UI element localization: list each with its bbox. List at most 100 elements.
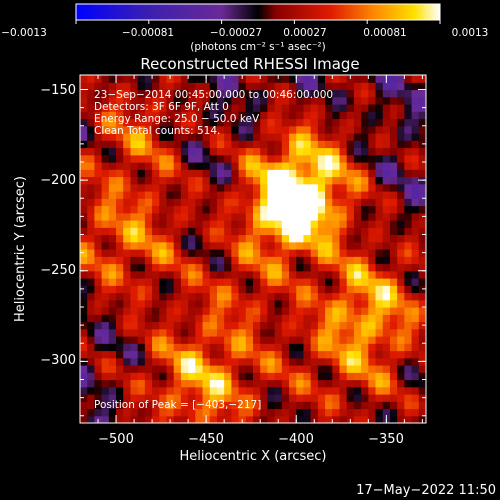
heatmap-cell <box>260 372 269 381</box>
heatmap-cell <box>317 270 326 279</box>
heatmap-cell <box>123 394 132 402</box>
heatmap-cell <box>144 220 153 228</box>
heatmap-cell <box>361 256 369 265</box>
heatmap-cell <box>253 307 261 315</box>
heatmap-cell <box>389 379 398 388</box>
heatmap-cell <box>317 212 326 221</box>
heatmap-cell <box>281 379 290 388</box>
heatmap-cell <box>289 96 297 105</box>
heatmap-cell <box>325 285 333 294</box>
heatmap-cell <box>245 379 254 388</box>
heatmap-cell <box>411 140 420 149</box>
heatmap-cell <box>202 241 211 250</box>
heatmap-cell <box>303 191 312 199</box>
heatmap-cell <box>209 285 218 294</box>
heatmap-cell <box>245 249 254 257</box>
heatmap-cell <box>418 292 426 301</box>
heatmap-cell <box>346 227 355 236</box>
heatmap-cell <box>260 307 269 315</box>
heatmap-cell <box>375 154 384 163</box>
heatmap-cell <box>101 104 110 112</box>
heatmap-cell <box>224 241 232 250</box>
heatmap-cell <box>180 343 189 352</box>
heatmap-cell <box>303 350 312 359</box>
heatmap-cell <box>101 176 110 185</box>
heatmap-cell <box>144 350 153 359</box>
heatmap-cell <box>404 292 413 301</box>
heatmap-cell <box>267 408 276 417</box>
heatmap-cell <box>123 350 132 359</box>
heatmap-cell <box>404 227 413 236</box>
heatmap-cell <box>404 256 413 265</box>
heatmap-cell <box>267 401 276 410</box>
heatmap-cell <box>173 415 182 423</box>
heatmap-cell <box>346 372 355 381</box>
heatmap-cell <box>180 154 189 163</box>
heatmap-cell <box>274 198 283 207</box>
heatmap-cell <box>159 125 168 134</box>
heatmap-cell <box>166 256 175 265</box>
heatmap-cell <box>296 162 305 170</box>
heatmap-cell <box>144 111 153 120</box>
heatmap-cell <box>310 270 319 279</box>
heatmap-cell <box>346 198 355 207</box>
heatmap-cell <box>418 162 426 170</box>
heatmap-cell <box>173 176 182 185</box>
heatmap-cell <box>238 176 247 185</box>
heatmap-cell <box>123 408 132 417</box>
heatmap-cell <box>159 256 168 265</box>
heatmap-cell <box>353 379 362 388</box>
heatmap-cell <box>317 241 326 250</box>
heatmap-cell <box>339 285 348 294</box>
heatmap-cell <box>281 133 290 141</box>
heatmap-cell <box>346 140 355 149</box>
heatmap-cell <box>159 241 168 250</box>
heatmap-cell <box>108 357 117 366</box>
heatmap-cell <box>325 307 333 315</box>
heatmap-cell <box>267 307 276 315</box>
heatmap-cell <box>130 350 139 359</box>
heatmap-cell <box>296 249 305 257</box>
heatmap-cell <box>80 365 88 373</box>
heatmap-cell <box>224 205 232 214</box>
heatmap-cell <box>224 386 232 395</box>
heatmap-cell <box>80 82 88 91</box>
heatmap-cell <box>173 205 182 214</box>
heatmap-cell <box>245 343 254 352</box>
heatmap-cell <box>389 343 398 352</box>
heatmap-cell <box>317 365 326 373</box>
heatmap-cell <box>224 227 232 236</box>
heatmap-cell <box>80 220 88 228</box>
heatmap-cell <box>368 386 377 395</box>
heatmap-cell <box>180 278 189 286</box>
heatmap-cell <box>188 96 196 105</box>
heatmap-cell <box>375 314 384 323</box>
heatmap-cell <box>101 154 110 163</box>
heatmap-cell <box>389 321 398 330</box>
heatmap-cell <box>108 408 117 417</box>
heatmap-cell <box>101 140 110 149</box>
heatmap-cell <box>339 343 348 352</box>
heatmap-cell <box>303 343 312 352</box>
heatmap-cell <box>224 343 232 352</box>
heatmap-cell <box>123 75 132 83</box>
heatmap-cell <box>195 357 204 366</box>
heatmap-cell <box>180 314 189 323</box>
heatmap-cell <box>137 111 146 120</box>
heatmap-cell <box>411 328 420 337</box>
heatmap-cell <box>260 263 269 272</box>
heatmap-cell <box>216 118 225 127</box>
heatmap-cell <box>202 321 211 330</box>
heatmap-cell <box>303 176 312 185</box>
heatmap-cell <box>108 394 117 402</box>
heatmap-cell <box>325 227 333 236</box>
heatmap-cell <box>289 169 297 178</box>
heatmap-cell <box>253 408 261 417</box>
heatmap-cell <box>137 249 146 257</box>
heatmap-cell <box>173 256 182 265</box>
heatmap-cell <box>411 350 420 359</box>
heatmap-cell <box>332 408 341 417</box>
heatmap-cells <box>80 75 426 423</box>
heatmap-cell <box>130 176 139 185</box>
heatmap-cell <box>332 133 341 141</box>
